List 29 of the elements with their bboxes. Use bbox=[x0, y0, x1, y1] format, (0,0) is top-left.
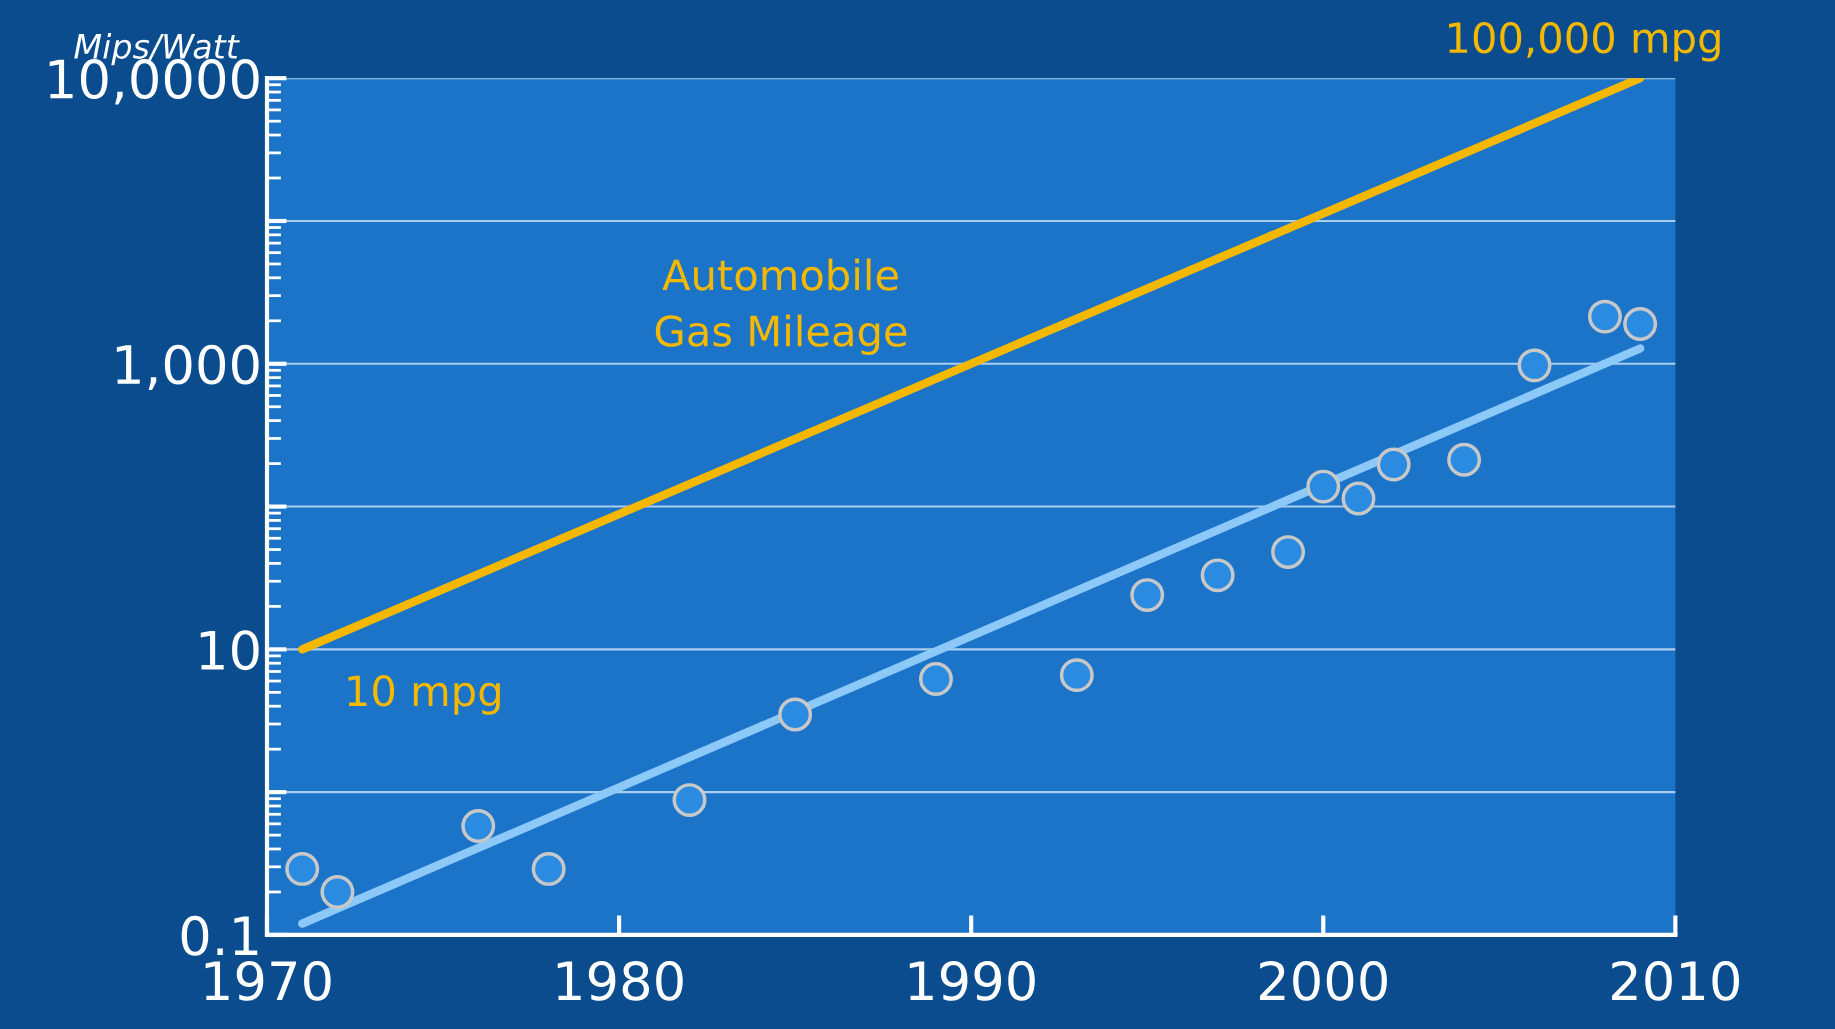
x-tick-label: 1970 bbox=[205, 960, 331, 1001]
point bbox=[1306, 469, 1341, 504]
point bbox=[320, 875, 355, 909]
y-tick-label: 1,000 bbox=[116, 344, 259, 390]
point bbox=[1623, 307, 1658, 341]
point bbox=[285, 851, 320, 886]
point bbox=[1447, 442, 1482, 477]
x-tick-label: 2000 bbox=[1259, 960, 1387, 1001]
x-tick-label: 1990 bbox=[909, 960, 1035, 1001]
point bbox=[461, 808, 496, 843]
point bbox=[1341, 481, 1376, 516]
annotation: 100,000 mpg bbox=[1449, 21, 1720, 62]
point bbox=[1059, 658, 1094, 693]
point bbox=[1200, 558, 1235, 593]
point bbox=[531, 851, 566, 886]
y-tick-label: 0.1 bbox=[181, 915, 258, 956]
point bbox=[1587, 299, 1622, 334]
point bbox=[672, 783, 707, 818]
annotation: 10 mpg bbox=[348, 675, 500, 715]
series-label: Automobile Gas Mileage bbox=[655, 258, 907, 355]
point bbox=[778, 697, 813, 732]
y-tick-label: 10 bbox=[200, 630, 259, 671]
x-tick-label: 1980 bbox=[557, 960, 683, 1001]
point bbox=[1271, 535, 1306, 570]
x-tick-label: 2010 bbox=[1612, 960, 1740, 1001]
point bbox=[1130, 578, 1165, 613]
point bbox=[1376, 447, 1411, 482]
point bbox=[919, 662, 953, 696]
point bbox=[1517, 348, 1552, 383]
